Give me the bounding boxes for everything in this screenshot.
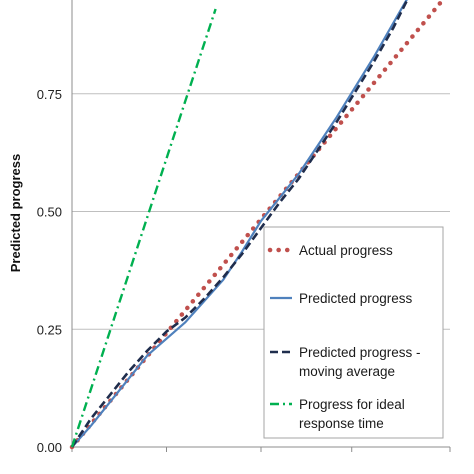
y-tick-label: 0.00 xyxy=(37,440,62,455)
y-tick-label: 0.50 xyxy=(37,205,62,220)
series-lines xyxy=(69,0,446,450)
x-tick-label: 1.00 xyxy=(437,471,462,474)
legend-label-1: Actual progress xyxy=(299,243,393,258)
legend-label-4: Progress for ideal response time xyxy=(299,397,405,431)
legend: Actual progress Predicted progress Predict… xyxy=(263,226,444,439)
series-line-4 xyxy=(70,8,217,448)
series-line-2 xyxy=(71,0,408,448)
y-axis-title: Predicted progress xyxy=(8,154,23,273)
x-tick-label: 0.25 xyxy=(154,471,179,474)
x-tick-label: 0.50 xyxy=(248,471,273,474)
x-tick-label: 0.00 xyxy=(59,471,84,474)
x-tick-labels: 0.00 0.25 0.50 0.74 1.00 xyxy=(59,447,463,474)
y-tick-label: 0.25 xyxy=(37,322,62,337)
legend-label-3: Predicted progress -moving average xyxy=(299,345,421,379)
y-tick-labels: 0.00 0.25 0.50 0.75 xyxy=(37,87,62,455)
legend-label-2: Predicted progress xyxy=(299,291,413,306)
legend-box xyxy=(263,226,444,439)
y-tick-label: 0.75 xyxy=(37,87,62,102)
series-line-3 xyxy=(70,0,409,448)
x-tick-label: 0.74 xyxy=(339,471,364,474)
